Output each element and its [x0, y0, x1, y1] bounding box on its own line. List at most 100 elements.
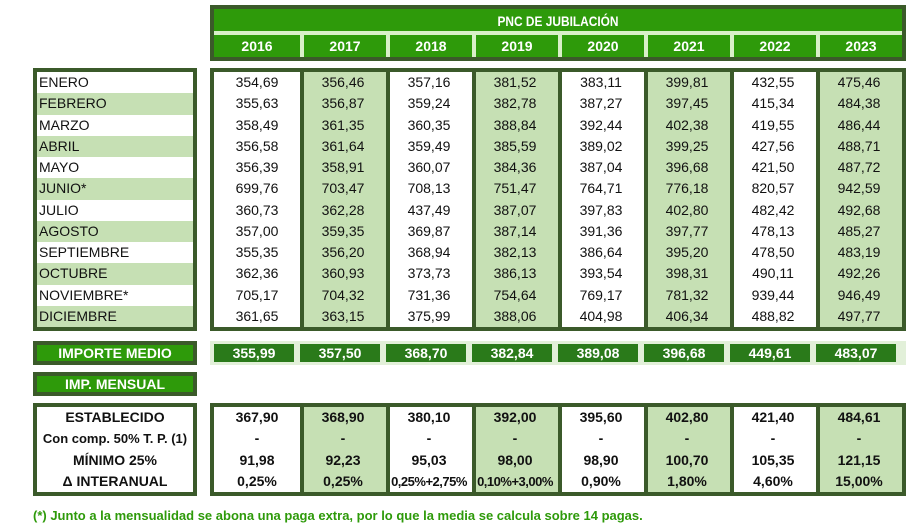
value-cell: 382,13 [493, 244, 537, 260]
value-cell: 387,04 [579, 159, 623, 175]
value-cell: 939,44 [751, 286, 795, 303]
value-cell: 373,73 [407, 265, 451, 282]
importe-medio-value: 449,61 [730, 344, 810, 362]
importe-medio-value: 396,68 [644, 344, 724, 362]
value-cell: 731,36 [407, 286, 451, 303]
value-cell: 488,71 [837, 137, 881, 154]
value-cell: 361,64 [321, 137, 365, 154]
value-cell: 387,27 [579, 95, 623, 112]
value-cell: 15,00% [835, 472, 883, 489]
month-label: MARZO [39, 116, 90, 133]
mensual-labels: ESTABLECIDO Con comp. 50% T. P. (1) MÍNIMO… [33, 403, 197, 496]
value-cell: 404,98 [579, 307, 623, 324]
value-cell: 0,90% [581, 472, 621, 489]
value-cell: 942,59 [837, 180, 881, 197]
value-cell: - [598, 430, 604, 447]
value-cell: 360,07 [407, 159, 451, 175]
value-cell: 391,36 [579, 222, 623, 239]
year-column-2022: 421,40 - 105,35 4,60% [730, 407, 816, 492]
value-cell: 357,00 [235, 222, 279, 239]
value-cell: - [254, 430, 260, 447]
value-cell: 356,58 [235, 137, 279, 154]
value-cell: 360,73 [235, 201, 279, 218]
value-cell: 421,50 [751, 159, 795, 175]
value-cell: 708,13 [407, 180, 451, 197]
value-cell: 398,31 [665, 265, 709, 282]
mensual-values-table: 367,90 - 91,98 0,25% 368,90 - 92,23 0,25% 380,10… [210, 403, 906, 496]
value-cell: 92,23 [325, 451, 361, 468]
value-cell: 393,54 [579, 265, 623, 282]
year-column-2016: 354,69 355,63 358,49 356,58 356,39 699,76 360,… [214, 72, 300, 327]
value-cell: 388,84 [493, 116, 537, 133]
value-cell: 375,99 [407, 307, 451, 324]
value-cell: 355,63 [235, 95, 279, 112]
value-cell: 4,60% [753, 472, 793, 489]
year-header: 2022 [730, 35, 816, 57]
year-column-2019: 392,00 - 98,00 0,10%+3,00% [472, 407, 558, 492]
year-column-2018: 357,16 359,24 360,35 359,49 360,07 708,13 437,… [386, 72, 472, 327]
value-cell: 368,90 [321, 409, 365, 425]
value-cell: 402,80 [665, 409, 709, 425]
importe-medio-value: 357,50 [300, 344, 380, 362]
value-cell: 359,49 [407, 137, 451, 154]
value-cell: 484,61 [837, 409, 881, 425]
value-cell: 395,60 [579, 409, 623, 425]
value-cell: - [426, 430, 432, 447]
value-cell: 360,93 [321, 265, 365, 282]
value-cell: 98,90 [583, 451, 619, 468]
value-cell: 95,03 [411, 451, 447, 468]
value-cell: 356,39 [235, 159, 279, 175]
value-cell: 363,15 [321, 307, 365, 324]
value-cell: 490,11 [752, 265, 794, 282]
value-cell: 356,20 [321, 244, 365, 260]
value-cell: 1,80% [667, 472, 707, 489]
footnote: (*) Junto a la mensualidad se abona una … [33, 508, 643, 523]
value-cell: 483,19 [837, 244, 881, 260]
value-cell: 361,35 [321, 116, 365, 133]
value-cell: 386,64 [579, 244, 623, 260]
value-cell: 362,36 [235, 265, 279, 282]
value-cell: 705,17 [235, 286, 279, 303]
value-cell: 704,32 [321, 286, 365, 303]
value-cell: 764,71 [579, 180, 623, 197]
value-cell: 386,13 [493, 265, 537, 282]
month-label: OCTUBRE [37, 263, 193, 285]
value-cell: 419,55 [751, 116, 795, 133]
mensual-label: Δ INTERANUAL [62, 472, 168, 489]
value-cell: 356,87 [321, 95, 365, 112]
value-cell: 820,57 [751, 180, 795, 197]
value-cell: 380,10 [407, 409, 451, 425]
value-cell: 358,91 [321, 159, 365, 175]
value-cell: 699,76 [235, 180, 279, 197]
value-cell: 91,98 [239, 451, 275, 468]
value-cell: 361,65 [235, 307, 279, 324]
table-title: PNC DE JUBILACIÓN [497, 13, 619, 29]
value-cell: 100,70 [665, 451, 709, 468]
value-cell: 399,25 [665, 137, 709, 154]
year-column-2020: 383,11 387,27 392,44 389,02 387,04 764,71 397,… [558, 72, 644, 327]
importe-medio-value: 483,07 [816, 344, 896, 362]
value-cell: 478,13 [751, 222, 795, 239]
value-cell: 0,10%+3,00% [477, 473, 553, 489]
value-cell: 0,25% [237, 472, 277, 489]
value-cell: 381,52 [493, 74, 537, 90]
mensual-label: MÍNIMO 25% [72, 451, 157, 468]
month-label: JULIO [39, 201, 79, 218]
value-cell: 385,59 [493, 137, 537, 154]
value-cell: 397,45 [665, 95, 709, 112]
value-cell: 358,49 [235, 116, 279, 133]
value-cell: 387,07 [493, 201, 537, 218]
value-cell: 703,47 [321, 180, 365, 197]
value-cell: 754,64 [493, 286, 537, 303]
year-header: 2017 [300, 35, 386, 57]
value-cell: 367,90 [235, 409, 279, 425]
year-column-2017: 368,90 - 92,23 0,25% [300, 407, 386, 492]
header-divider [214, 31, 902, 35]
value-cell: 105,35 [751, 451, 795, 468]
year-header: 2020 [558, 35, 644, 57]
importe-medio-value: 355,99 [214, 344, 294, 362]
year-column-2023: 484,61 - 121,15 15,00% [816, 407, 902, 492]
year-header: 2018 [386, 35, 472, 57]
value-cell: 421,40 [751, 409, 795, 425]
year-column-2017: 356,46 356,87 361,35 361,64 358,91 703,47 362,… [300, 72, 386, 327]
